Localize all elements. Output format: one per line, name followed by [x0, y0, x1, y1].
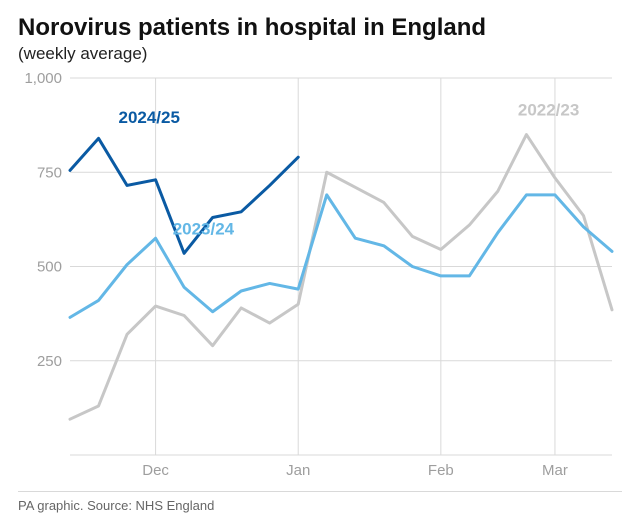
y-axis-label: 1,000	[24, 70, 62, 87]
y-axis-label: 250	[37, 353, 62, 370]
chart-title: Norovirus patients in hospital in Englan…	[18, 14, 622, 42]
x-axis-label: Dec	[142, 462, 169, 479]
series-label-2023-24: 2023/24	[173, 219, 235, 238]
x-axis-label: Jan	[286, 462, 310, 479]
chart-area: 250 500 750 1,000 Dec Jan Feb Mar 2022/23 2023/24…	[18, 70, 622, 485]
series-line-2022-23	[70, 135, 612, 420]
chart-frame: Norovirus patients in hospital in Englan…	[0, 0, 640, 523]
series-label-2022-23: 2022/23	[518, 101, 579, 120]
chart-footer: PA graphic. Source: NHS England	[18, 491, 622, 513]
y-axis-label: 750	[37, 164, 62, 181]
chart-subtitle: (weekly average)	[18, 44, 622, 64]
x-axis-label: Mar	[542, 462, 568, 479]
x-axis-label: Feb	[428, 462, 454, 479]
line-chart-svg: 250 500 750 1,000 Dec Jan Feb Mar 2022/23 2023/24…	[18, 70, 622, 485]
y-axis-label: 500	[37, 259, 62, 276]
series-line-2023-24	[70, 195, 612, 318]
series-label-2024-25: 2024/25	[118, 108, 179, 127]
